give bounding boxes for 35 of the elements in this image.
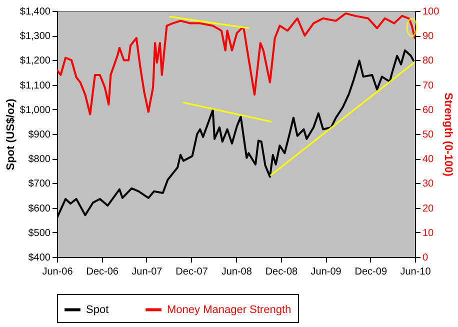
y2-tick-label: 0 (422, 252, 428, 264)
y-tick-label: $400 (28, 252, 51, 264)
y2-tick-label: 60 (422, 104, 434, 116)
y-tick-label: $900 (28, 130, 51, 140)
y2-tick-label: 90 (422, 31, 434, 42)
x-tick-label: Jun-06 (42, 266, 74, 278)
y2-axis-title: Strength (0-100) (442, 92, 454, 177)
y-tick-label: $1,400 (20, 6, 51, 18)
x-tick-label: Dec-09 (354, 266, 388, 278)
y2-tick-label: 10 (422, 228, 434, 239)
x-tick-label: Dec-06 (86, 266, 119, 278)
y-tick-label: $600 (28, 203, 51, 214)
legend-label: Money Manager Strength (167, 304, 292, 316)
y-tick-label: $1,100 (20, 80, 51, 92)
y-tick-label: $800 (28, 154, 51, 166)
y2-tick-label: 50 (422, 130, 434, 140)
y-tick-label: $500 (28, 228, 51, 239)
legend-label: Spot (86, 304, 109, 316)
y-tick-label: $1,000 (20, 104, 51, 116)
x-tick-label: Jun-09 (310, 266, 342, 278)
y2-tick-label: 70 (422, 80, 434, 92)
y2-tick-label: 80 (422, 56, 434, 67)
y-axis-title: Spot (US$/oz) (4, 98, 17, 170)
x-tick-label: Dec-07 (176, 266, 208, 278)
y2-tick-label: 100 (422, 6, 440, 18)
y-tick-label: $1,300 (20, 31, 51, 42)
y2-tick-label: 30 (422, 178, 434, 190)
x-tick-label: Jun-10 (400, 266, 432, 278)
x-tick-label: Jun-07 (132, 266, 163, 278)
x-tick-label: Dec-08 (265, 266, 298, 278)
y-tick-label: $1,200 (20, 56, 51, 67)
x-tick-label: Jun-08 (221, 266, 252, 278)
y2-tick-label: 20 (422, 203, 434, 214)
y2-tick-label: 40 (422, 154, 434, 166)
y-tick-label: $700 (28, 178, 51, 190)
